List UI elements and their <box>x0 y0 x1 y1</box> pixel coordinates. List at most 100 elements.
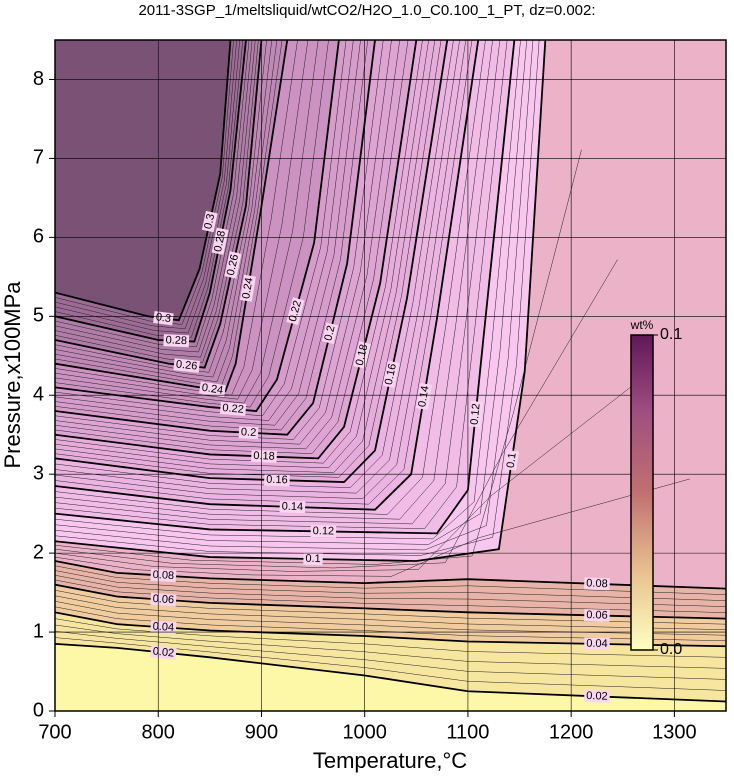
contour-label: 0.2 <box>241 426 257 439</box>
contour-label-group: 0.18 <box>353 341 371 369</box>
minor-contour <box>55 40 467 499</box>
minor-contour <box>55 40 401 450</box>
contour-line <box>55 40 263 369</box>
minor-contour <box>55 40 278 383</box>
minor-contour <box>55 40 319 404</box>
contour-label-group: 0.06 <box>150 592 177 607</box>
minor-contour <box>55 40 237 330</box>
contour-line <box>55 40 449 483</box>
contour-label: 0.3 <box>202 213 217 231</box>
contour-label: 0.12 <box>469 403 483 426</box>
chart-title: 2011-3SGP_1/meltsliquid/wtCO2/H2O_1.0_C0… <box>138 2 595 19</box>
contour-label: 0.3 <box>155 311 172 325</box>
contour-label-group: 0.3 <box>153 311 174 326</box>
contour-label-bg <box>468 400 483 428</box>
contour-label: 0.14 <box>282 500 304 513</box>
minor-contour <box>55 570 726 601</box>
minor-contour <box>55 40 256 358</box>
minor-contour <box>55 574 726 607</box>
contour-line <box>55 611 726 648</box>
contour-label: 0.22 <box>287 299 304 323</box>
minor-contour <box>55 368 654 572</box>
contour-label-bg <box>382 360 400 388</box>
contour-label: 0.28 <box>212 230 228 253</box>
contour-label: 0.24 <box>240 277 255 300</box>
contour-label-group: 0.1 <box>303 552 323 566</box>
contour-line <box>55 40 376 436</box>
contour-label-bg <box>504 449 520 471</box>
minor-contour <box>55 40 473 505</box>
contour-label: 0.14 <box>416 385 431 408</box>
minor-contour <box>55 40 429 469</box>
y-tick-label: 7 <box>33 147 44 169</box>
contour-label-group: 0.16 <box>382 360 400 388</box>
minor-contour <box>55 40 501 525</box>
x-tick-label: 700 <box>38 721 71 743</box>
minor-contour <box>55 601 726 636</box>
contour-label: 0.06 <box>586 609 608 622</box>
minor-contour <box>55 40 273 378</box>
minor-contour <box>55 40 298 396</box>
contour-label: 0.22 <box>222 402 244 416</box>
minor-contour <box>55 40 354 421</box>
contour-label: 0.08 <box>152 569 174 582</box>
contour-label: 0.04 <box>152 621 174 634</box>
contour-label: 0.08 <box>586 577 608 590</box>
contour-label-bg <box>238 426 259 440</box>
contour-label-bg <box>150 645 177 660</box>
y-tick-label: 2 <box>33 541 44 563</box>
contour-label: 0.12 <box>313 525 335 537</box>
minor-contour <box>55 618 726 658</box>
x-tick-label: 1200 <box>549 721 594 743</box>
minor-contour <box>55 40 259 363</box>
y-tick-label: 3 <box>33 462 44 484</box>
minor-contour <box>55 565 726 595</box>
minor-contour <box>55 478 690 577</box>
contour-line <box>55 40 232 322</box>
contour-fill <box>55 40 231 321</box>
contour-label: 0.02 <box>152 645 175 659</box>
contour-label-group: 0.08 <box>584 577 610 591</box>
contour-label-bg <box>224 251 242 279</box>
minor-contour <box>55 40 493 520</box>
x-tick-label: 900 <box>245 721 278 743</box>
colorbar-tick-label: 0.0 <box>660 641 682 658</box>
minor-contour <box>55 579 726 613</box>
plot-area: 0.02 0.02 0.04 0.04 0.06 0.06 0.08 0.08 0.1 0.1 0.… <box>55 40 726 711</box>
contour-label-bg <box>150 568 177 583</box>
contour-label: 0.26 <box>225 253 241 276</box>
colorbar-tick-label: 0.1 <box>660 326 682 343</box>
contour-label-bg <box>211 227 229 255</box>
minor-contour <box>55 40 392 445</box>
minor-contour <box>55 40 384 440</box>
minor-contour <box>55 40 534 551</box>
contour-label: 0.18 <box>354 343 371 367</box>
y-tick-label: 1 <box>33 620 44 642</box>
contour-label-group: 0.02 <box>584 689 610 703</box>
contour-label-group: 0.14 <box>279 500 306 514</box>
contour-label-bg <box>310 525 337 538</box>
contour-label: 0.1 <box>305 553 321 565</box>
minor-contour <box>55 637 726 691</box>
contour-line <box>55 560 726 590</box>
minor-contour <box>55 40 442 478</box>
contour-label: 0.02 <box>586 690 608 703</box>
contour-label: 0.18 <box>253 450 275 463</box>
x-axis-label: Temperature,°C <box>313 748 467 773</box>
contour-label-bg <box>584 689 610 703</box>
contour-label: 0.16 <box>383 363 399 386</box>
plot-frame <box>54 39 727 712</box>
x-tick-label: 1000 <box>342 721 387 743</box>
minor-contour <box>55 40 309 400</box>
minor-contour <box>55 589 726 625</box>
y-tick-label: 6 <box>33 226 44 248</box>
contour-label-bg <box>150 620 177 635</box>
contour-label: 0.1 <box>505 452 519 469</box>
y-tick-label: 8 <box>33 68 44 90</box>
contour-label-group: 0.22 <box>219 401 247 417</box>
contour-label: 0.24 <box>201 382 224 397</box>
x-tick-label: 1300 <box>652 721 697 743</box>
contour-label-group: 0.02 <box>150 645 177 660</box>
contour-label-bg <box>219 401 247 417</box>
contour-label-bg <box>198 381 226 398</box>
